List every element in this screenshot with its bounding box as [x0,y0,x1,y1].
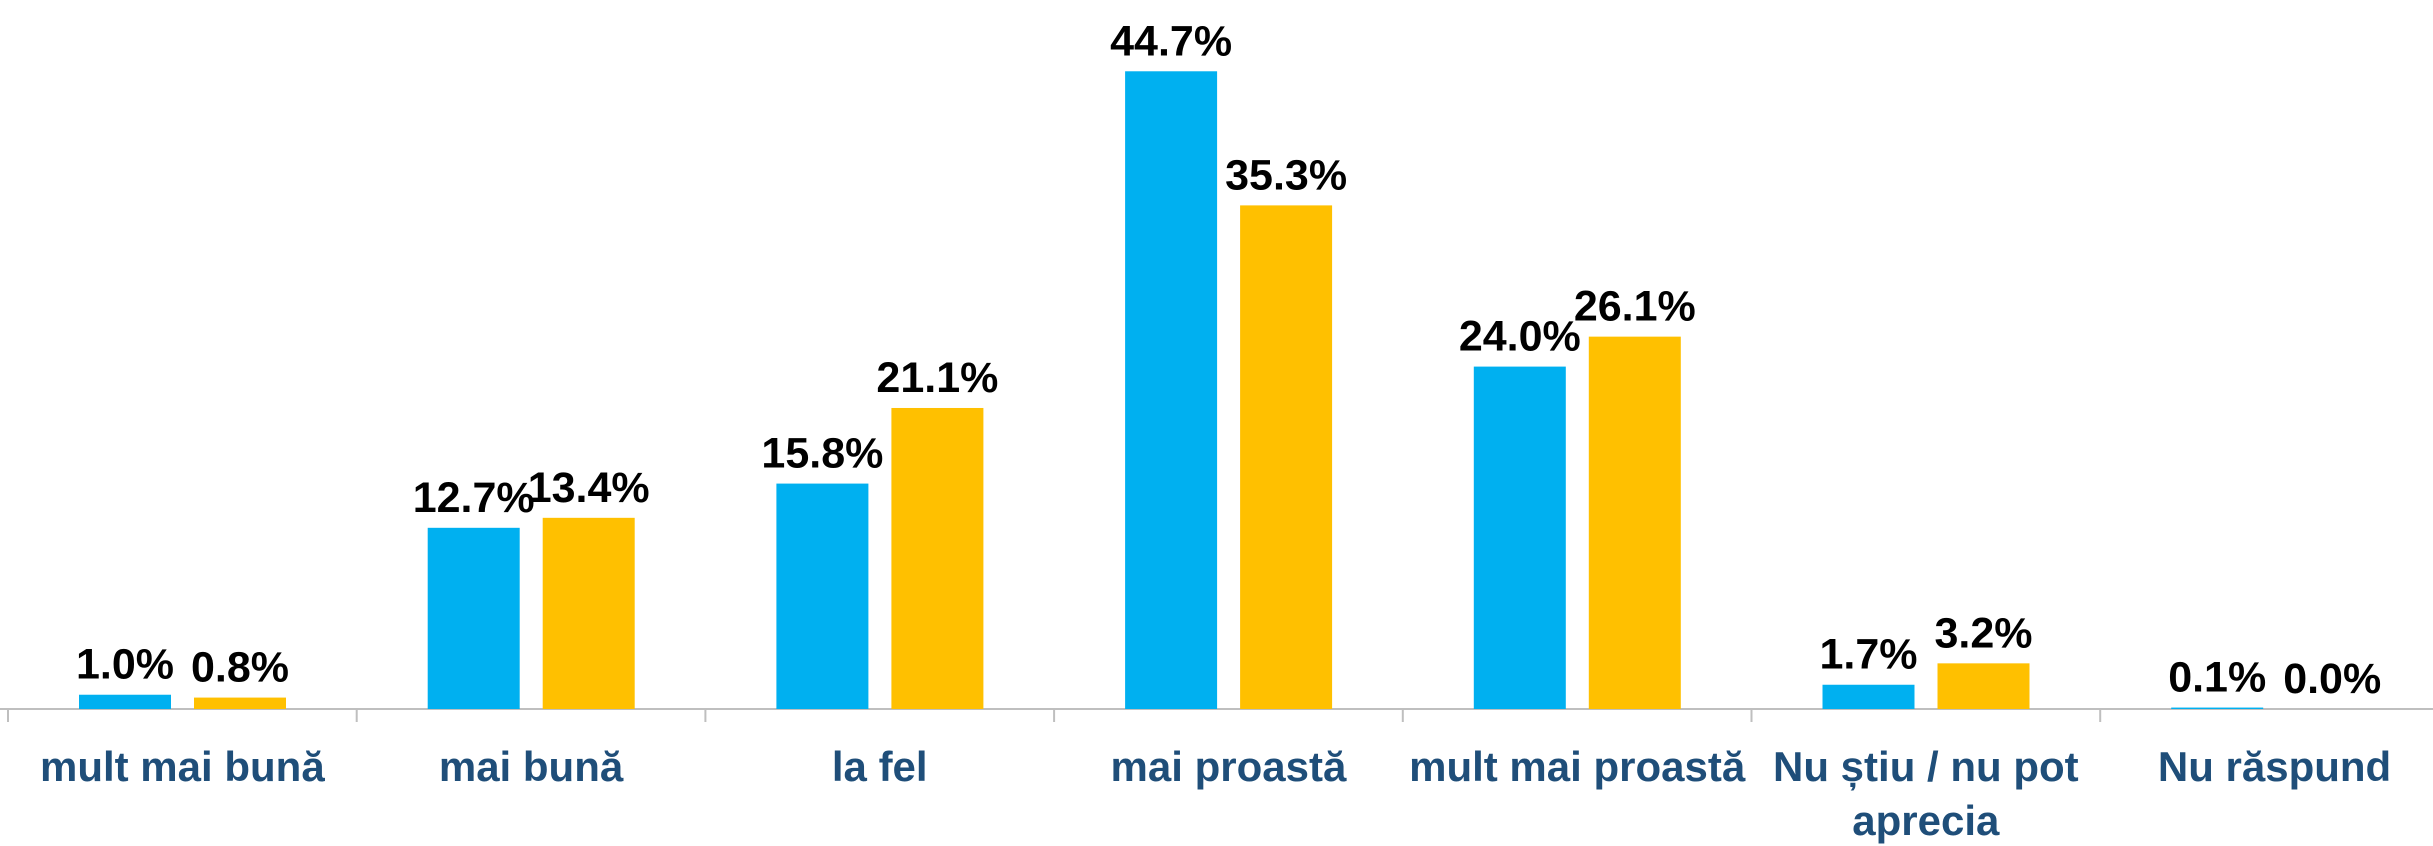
data-label: 0.0% [2283,655,2381,703]
data-label: 21.1% [876,354,998,402]
data-label: 26.1% [1574,283,1696,331]
bar [194,697,286,709]
data-label: 24.0% [1459,313,1581,361]
x-tick-label: Nu răspund [2157,743,2392,790]
x-tick-label: Nu știu / nu pot aprecia [1773,743,2079,844]
bar [891,407,984,709]
bar [427,527,520,709]
x-tick-label: mult mai bună [39,743,325,790]
data-label: 13.4% [528,464,650,512]
x-tick-label: mai proastă [1110,743,1347,790]
bar [1937,663,2030,709]
bar [1125,71,1218,709]
bar [1240,205,1333,710]
data-label: 0.8% [191,644,289,692]
bar [1822,684,1915,709]
data-label: 1.0% [76,641,174,689]
x-tick-label: mai bună [438,743,624,790]
data-label: 15.8% [761,430,883,478]
bar [79,694,171,709]
x-tick-label: mult mai proastă [1409,743,1746,790]
bar [2171,707,2264,709]
x-tick-label: la fel [831,743,928,790]
data-label: 1.7% [1819,631,1917,679]
bar [542,517,635,709]
data-label: 44.7% [1110,17,1232,65]
data-label: 35.3% [1225,151,1347,199]
data-label: 12.7% [413,474,535,522]
bar [1473,366,1566,709]
data-label: 3.2% [1934,609,2032,657]
data-label: 0.1% [2168,654,2266,702]
bar [776,483,869,709]
bar [1588,336,1681,709]
